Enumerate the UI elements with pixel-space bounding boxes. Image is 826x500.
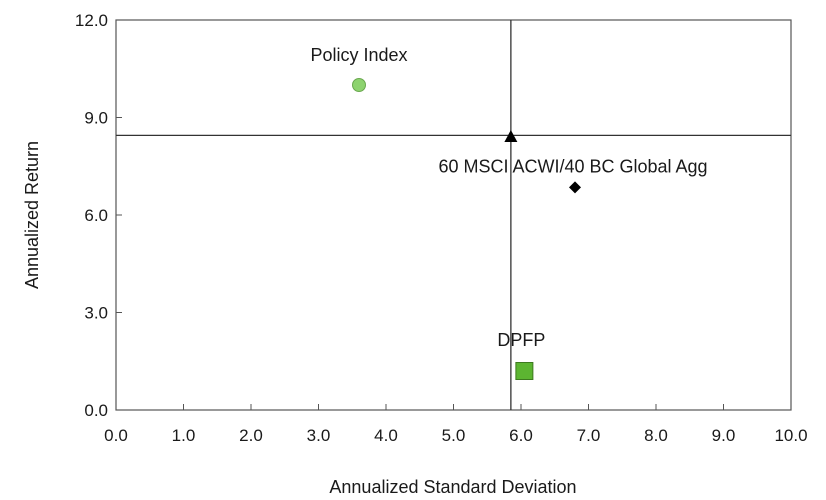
data-point-diamond: [569, 181, 581, 194]
x-tick-label: 3.0: [307, 426, 331, 445]
data-point-triangle: [504, 130, 518, 142]
x-tick-label: 4.0: [374, 426, 398, 445]
data-point-label: 60 MSCI ACWI/40 BC Global Agg: [438, 156, 707, 176]
y-tick-label: 0.0: [84, 401, 108, 420]
x-tick-label: 0.0: [104, 426, 128, 445]
x-axis-title: Annualized Standard Deviation: [329, 477, 576, 497]
y-axis-title: Annualized Return: [22, 141, 42, 289]
y-tick-label: 12.0: [75, 11, 108, 30]
y-tick-label: 3.0: [84, 304, 108, 323]
x-tick-label: 1.0: [172, 426, 196, 445]
x-tick-label: 10.0: [774, 426, 807, 445]
x-tick-label: 2.0: [239, 426, 263, 445]
x-tick-label: 6.0: [509, 426, 533, 445]
x-tick-label: 8.0: [644, 426, 668, 445]
x-tick-label: 9.0: [712, 426, 736, 445]
y-tick-label: 9.0: [84, 109, 108, 128]
data-point-label: Policy Index: [310, 45, 407, 65]
x-tick-label: 7.0: [577, 426, 601, 445]
data-point-label: DPFP: [497, 330, 545, 350]
x-tick-label: 5.0: [442, 426, 466, 445]
data-point-square: [515, 362, 534, 380]
y-tick-label: 6.0: [84, 206, 108, 225]
plot-frame: [115, 19, 792, 411]
data-point-circle: [352, 78, 366, 92]
